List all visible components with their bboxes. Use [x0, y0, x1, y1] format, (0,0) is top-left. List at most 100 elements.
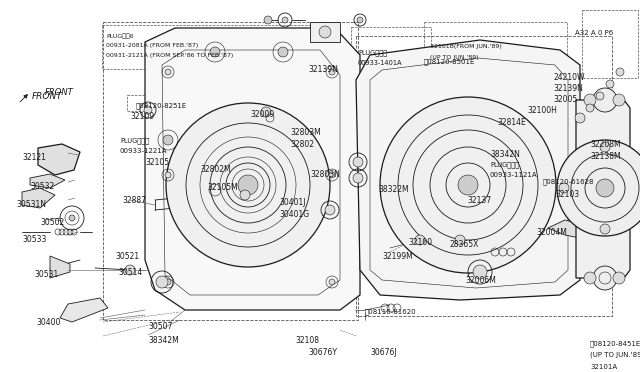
Text: 30531: 30531: [34, 270, 58, 279]
Circle shape: [458, 175, 478, 195]
Polygon shape: [576, 100, 630, 278]
Text: 38342M: 38342M: [148, 336, 179, 345]
Text: 32109: 32109: [130, 112, 154, 121]
Text: 32100: 32100: [408, 238, 432, 247]
Circle shape: [600, 224, 610, 234]
Text: 32887: 32887: [122, 196, 146, 205]
Text: 00933-1121A: 00933-1121A: [490, 172, 538, 178]
Text: Ⓑ08110-81620: Ⓑ08110-81620: [365, 308, 417, 315]
Circle shape: [163, 135, 173, 145]
Circle shape: [69, 215, 75, 221]
Text: 38322M: 38322M: [378, 185, 408, 194]
Circle shape: [165, 172, 171, 178]
Bar: [356, 36, 612, 316]
Bar: [103, 22, 358, 320]
Circle shape: [210, 47, 220, 57]
Text: 00933-1401A: 00933-1401A: [358, 60, 403, 66]
Text: 24210W: 24210W: [553, 73, 584, 82]
Text: 00933-1221A: 00933-1221A: [120, 148, 168, 154]
Circle shape: [166, 103, 330, 267]
Text: 32006M: 32006M: [465, 276, 496, 285]
Circle shape: [264, 16, 272, 24]
Text: 30521: 30521: [115, 252, 139, 261]
Text: (UP TO JUN.'89): (UP TO JUN.'89): [430, 55, 479, 60]
Polygon shape: [22, 188, 55, 208]
Text: PLUGプラグ: PLUGプラグ: [358, 49, 387, 55]
Text: 32105M: 32105M: [207, 183, 237, 192]
Text: 38342N: 38342N: [490, 150, 520, 159]
Polygon shape: [548, 220, 595, 240]
Text: Ⓑ08120-8251E: Ⓑ08120-8251E: [136, 102, 188, 109]
Text: 30676Y: 30676Y: [308, 348, 337, 357]
Circle shape: [325, 205, 335, 215]
Circle shape: [240, 190, 250, 200]
Text: 30401J: 30401J: [279, 198, 305, 207]
Polygon shape: [565, 185, 612, 208]
Circle shape: [586, 104, 594, 112]
Text: 32105: 32105: [145, 158, 169, 167]
Circle shape: [156, 276, 168, 288]
Text: PLUGプラグ: PLUGプラグ: [120, 137, 149, 144]
Text: 32108: 32108: [295, 336, 319, 345]
Polygon shape: [38, 144, 80, 175]
Text: 32137: 32137: [467, 196, 491, 205]
Circle shape: [238, 175, 258, 195]
Text: 32802: 32802: [290, 140, 314, 149]
Text: 32103: 32103: [555, 190, 579, 199]
Circle shape: [557, 140, 640, 236]
Circle shape: [144, 106, 152, 114]
Text: 32208M: 32208M: [590, 140, 621, 149]
Text: 32814E: 32814E: [497, 118, 525, 127]
Text: FRONT: FRONT: [32, 92, 63, 101]
Text: 32199M: 32199M: [382, 252, 413, 261]
Circle shape: [319, 26, 331, 38]
Text: 32138M: 32138M: [590, 152, 621, 161]
Circle shape: [600, 142, 610, 152]
Text: A32 A 0 P6: A32 A 0 P6: [575, 30, 613, 36]
Circle shape: [353, 157, 363, 167]
Text: 00931-2121A (FROM SEP.'86 TO FEB.'87): 00931-2121A (FROM SEP.'86 TO FEB.'87): [106, 53, 233, 58]
Polygon shape: [50, 256, 70, 278]
Circle shape: [584, 94, 596, 106]
Text: 32101B(FROM JUN.'89): 32101B(FROM JUN.'89): [430, 44, 502, 49]
Text: Ⓑ08120-8451E: Ⓑ08120-8451E: [590, 340, 640, 347]
Circle shape: [455, 235, 465, 245]
Polygon shape: [30, 174, 65, 188]
Polygon shape: [60, 298, 108, 322]
Text: FRONT: FRONT: [45, 88, 74, 97]
Text: 32005: 32005: [553, 95, 577, 104]
Text: 32100H: 32100H: [527, 106, 557, 115]
Circle shape: [357, 17, 363, 23]
Circle shape: [282, 17, 288, 23]
Text: 00931-2081A (FROM FEB.'87): 00931-2081A (FROM FEB.'87): [106, 43, 198, 48]
Text: PLUGプラグ: PLUGプラグ: [490, 161, 519, 168]
Bar: [102, 25, 328, 69]
Bar: [127, 95, 205, 111]
Text: 32004M: 32004M: [536, 228, 567, 237]
Circle shape: [596, 92, 604, 100]
Text: 32121: 32121: [22, 153, 46, 162]
Circle shape: [278, 47, 288, 57]
Text: Ⓑ08120-8501E: Ⓑ08120-8501E: [424, 58, 476, 65]
Bar: [424, 22, 567, 64]
Circle shape: [165, 69, 171, 75]
Text: 32101A: 32101A: [590, 364, 617, 370]
Polygon shape: [310, 22, 340, 42]
Circle shape: [584, 272, 596, 284]
Polygon shape: [145, 28, 360, 310]
Circle shape: [125, 265, 135, 275]
Circle shape: [575, 113, 585, 123]
Text: 30401G: 30401G: [279, 210, 309, 219]
Circle shape: [596, 179, 614, 197]
Text: 30531N: 30531N: [16, 200, 46, 209]
Text: 30507: 30507: [148, 322, 172, 331]
Circle shape: [261, 107, 271, 117]
Text: 30400: 30400: [36, 318, 60, 327]
Circle shape: [593, 88, 617, 112]
Text: 30514: 30514: [118, 268, 142, 277]
Text: 32009: 32009: [250, 110, 275, 119]
Text: 28365X: 28365X: [450, 240, 479, 249]
Circle shape: [616, 68, 624, 76]
Circle shape: [613, 94, 625, 106]
Circle shape: [329, 172, 335, 178]
